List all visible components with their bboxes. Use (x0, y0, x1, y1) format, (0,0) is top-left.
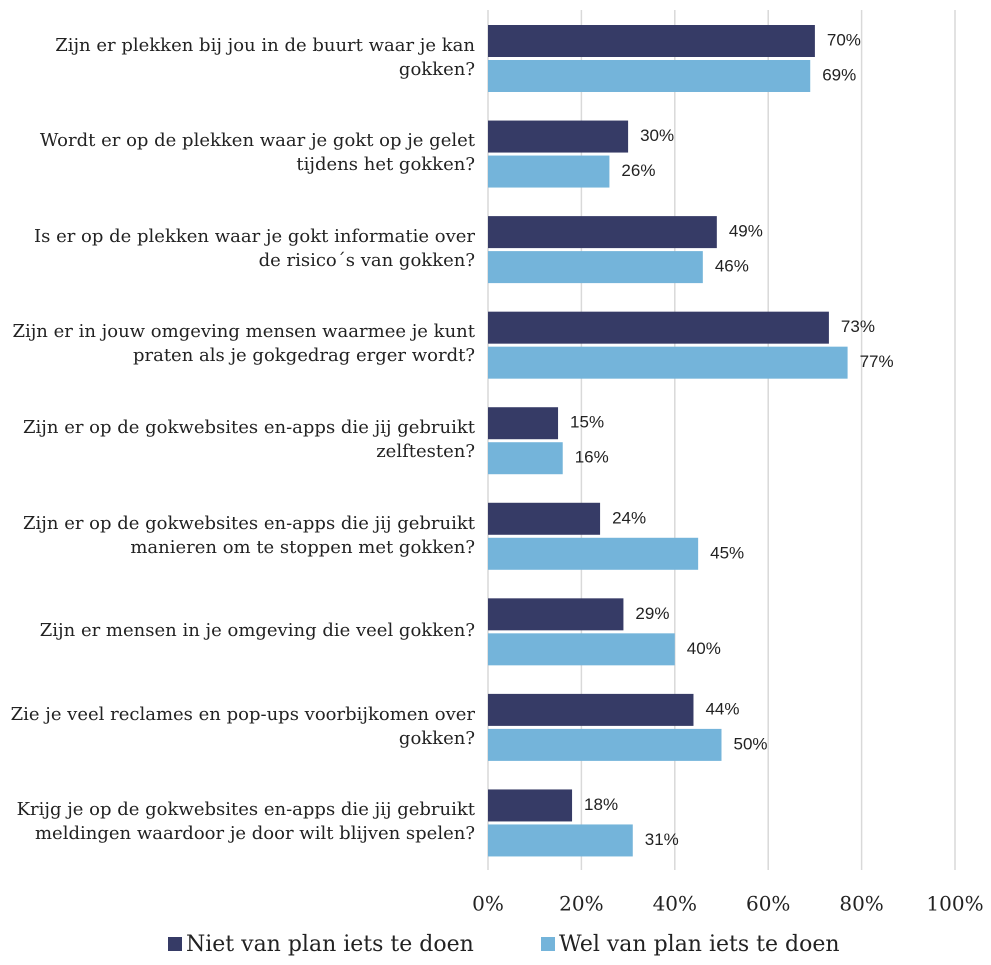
bar (488, 728, 722, 761)
value-label: 49% (729, 222, 763, 241)
value-label: 31% (645, 830, 679, 849)
legend-swatch (168, 937, 182, 951)
value-label: 16% (575, 448, 609, 467)
bar (488, 537, 699, 570)
bar (488, 60, 811, 92)
bar (488, 311, 829, 344)
category-label: Zie je veel reclames en pop-ups voorbijk… (10, 703, 475, 749)
value-label: 69% (822, 65, 856, 84)
legend-swatch (541, 937, 555, 951)
bar (488, 155, 610, 188)
value-label: 15% (570, 413, 604, 432)
category-label: Wordt er op de plekken waar je gokt op j… (39, 130, 475, 176)
bar (488, 633, 675, 666)
legend-label: Wel van plan iets te doen (559, 932, 840, 957)
bar (488, 824, 633, 857)
bar (488, 120, 629, 153)
category-label: Is er op de plekken waar je gokt informa… (34, 225, 475, 271)
category-label: Zijn er op de gokwebsites en-apps die ji… (23, 416, 475, 462)
value-label: 18% (584, 795, 618, 814)
value-label: 70% (827, 30, 861, 49)
value-label: 30% (640, 126, 674, 145)
x-tick-label: 60% (746, 892, 790, 916)
x-tick-label: 40% (653, 892, 697, 916)
bar (488, 693, 694, 726)
bar (488, 442, 563, 475)
x-tick-label: 20% (559, 892, 603, 916)
bar (488, 25, 815, 57)
bar (488, 502, 601, 535)
category-label: Zijn er mensen in je omgeving die veel g… (39, 620, 475, 642)
value-label: 24% (612, 508, 646, 527)
value-label: 44% (705, 699, 739, 718)
x-tick-label: 0% (472, 892, 504, 916)
category-label: Zijn er in jouw omgeving mensen waarmee … (12, 321, 475, 367)
category-label: Zijn er plekken bij jou in de buurt waar… (55, 34, 475, 80)
value-label: 73% (841, 317, 875, 336)
category-label: Zijn er op de gokwebsites en-apps die ji… (23, 512, 475, 558)
bar (488, 346, 848, 379)
x-tick-label: 100% (926, 892, 983, 916)
value-label: 46% (715, 257, 749, 276)
legend-label: Niet van plan iets te doen (186, 932, 474, 957)
bar (488, 216, 717, 249)
bar (488, 407, 559, 440)
bar (488, 789, 573, 822)
bar (488, 251, 703, 284)
value-label: 50% (734, 734, 768, 753)
value-label: 40% (687, 639, 721, 658)
bar (488, 598, 624, 631)
value-label: 45% (710, 543, 744, 562)
category-label: Krijg je op de gokwebsites en-apps die j… (16, 799, 475, 845)
value-label: 26% (621, 161, 655, 180)
x-tick-label: 80% (839, 892, 883, 916)
value-label: 77% (860, 352, 894, 371)
value-label: 29% (635, 604, 669, 623)
